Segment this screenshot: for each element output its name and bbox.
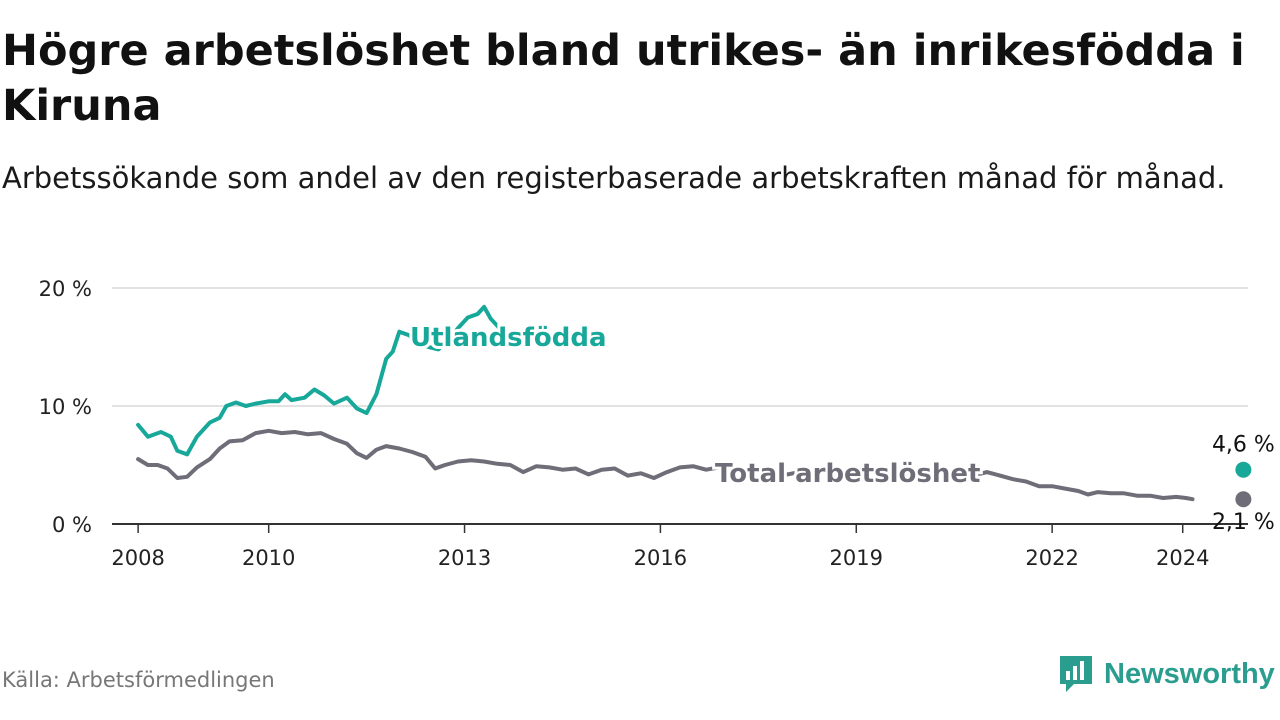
x-tick-label: 2013 xyxy=(438,546,491,570)
series-label-utlandsfodda: Utlandsfödda xyxy=(410,323,607,353)
end-label-total: 2,1 % xyxy=(1212,510,1275,535)
series-labels: 4,6 % 2,1 % Utlandsfödda Total arbetslöshet xyxy=(407,320,1275,535)
x-tick-label: 2008 xyxy=(111,546,164,570)
x-tick-label: 2010 xyxy=(242,546,295,570)
x-tick-label: 2016 xyxy=(634,546,687,570)
axes: 0 % 10 % 20 % 2008 2010 2013 2016 2019 2022 2024 xyxy=(39,277,1248,570)
series-line-total xyxy=(136,428,1195,502)
y-tick-label: 20 % xyxy=(39,277,92,301)
y-tick-label: 0 % xyxy=(52,513,92,537)
chart-subtitle: Arbetssökande som andel av den registerb… xyxy=(2,161,1226,195)
bar-chart-speech-bubble-icon xyxy=(1060,656,1092,692)
source-note: Källa: Arbetsförmedlingen xyxy=(2,668,275,692)
series-line-utlandsfodda xyxy=(136,304,503,457)
brand-name: Newsworthy xyxy=(1104,657,1275,690)
gridlines xyxy=(112,287,1248,407)
x-tick-label: 2022 xyxy=(1025,546,1078,570)
series-label-total: Total arbetslöshet xyxy=(715,459,980,489)
chart-title: Högre arbetslöshet bland utrikes- än inr… xyxy=(2,26,1245,131)
end-point-utlandsfodda xyxy=(1235,461,1252,478)
y-tick-label: 10 % xyxy=(39,395,92,419)
series-lines xyxy=(136,304,1195,502)
x-tick-label: 2024 xyxy=(1156,546,1209,570)
x-tick-label: 2019 xyxy=(830,546,883,570)
end-label-utlandsfodda: 4,6 % xyxy=(1212,433,1275,458)
brand-logo[interactable]: Newsworthy xyxy=(1058,652,1275,696)
end-point-total xyxy=(1235,491,1252,508)
line-chart: 0 %10 %20 %2008 2010 2013 2016 2019 2022 2024 … xyxy=(39,277,1275,570)
